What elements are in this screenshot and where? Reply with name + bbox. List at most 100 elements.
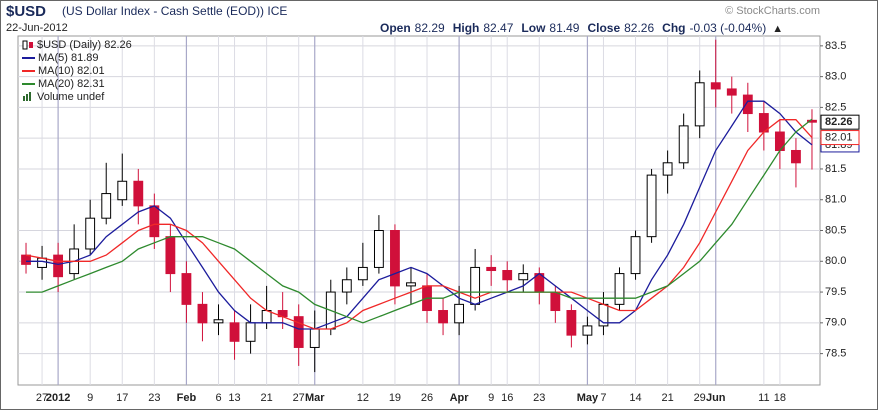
candle-body [373, 230, 384, 268]
x-tick-label: 7 [600, 392, 606, 404]
candle-body [502, 270, 513, 281]
x-tick-label: 27 [293, 392, 305, 404]
x-tick-label: 21 [260, 392, 272, 404]
x-tick-label: 11 [758, 392, 769, 404]
candle-body [630, 236, 641, 275]
date: 22-Jun-2012 [6, 22, 68, 34]
candle-body [229, 322, 240, 342]
stat-label: Chg [662, 21, 685, 35]
x-tick-label: 13 [228, 392, 240, 404]
candle-body [85, 217, 96, 250]
x-tick-label: Feb [177, 392, 197, 404]
x-tick-label: 9 [488, 392, 494, 404]
stats: Open 82.29 High 82.47 Low 81.49 Close 82.26 Chg -… [380, 21, 783, 35]
y-tick-label: 81.5 [825, 163, 846, 175]
candle-body [438, 310, 448, 324]
candle-body [37, 257, 47, 268]
y-tick-label: 79.0 [825, 317, 846, 329]
candle-body [53, 254, 64, 278]
description: (US Dollar Index - Cash Settle (EOD)) IC… [62, 4, 287, 18]
candle-body [518, 273, 529, 281]
price-tag: 82.26 [825, 116, 853, 128]
legend-icon [29, 42, 33, 48]
stat-value: 82.29 [415, 21, 445, 35]
stat-label: Close [587, 21, 620, 35]
candle-body [245, 322, 256, 342]
legend-icon [26, 94, 28, 101]
candle-body [117, 180, 128, 201]
candle-body [309, 328, 320, 348]
candle-body [807, 119, 817, 123]
candle-body [101, 193, 112, 219]
ma-line [25, 119, 813, 330]
x-tick-label: 16 [501, 392, 513, 404]
candle-body [742, 94, 753, 115]
x-tick-label: 23 [148, 392, 160, 404]
candle-body [165, 236, 176, 275]
candle-body [454, 303, 465, 324]
price-tag-box [820, 130, 860, 146]
x-tick-label: May [577, 392, 599, 404]
stat-label: Low [521, 21, 546, 35]
stat-label: High [453, 21, 480, 35]
x-tick-label: 17 [116, 392, 128, 404]
price-tag: 82.01 [825, 131, 853, 143]
x-tick-label: Jun [706, 392, 726, 404]
candle-body [550, 291, 561, 312]
ma-line [26, 118, 813, 324]
candle-body [149, 205, 160, 238]
candle-body [726, 88, 737, 96]
candle-body [21, 254, 31, 265]
price-tag-box [820, 114, 860, 130]
x-tick-label: Apr [450, 392, 470, 404]
stat-value: 82.47 [483, 21, 513, 35]
legend-label: MA(20) 82.31 [38, 78, 105, 90]
x-tick-label: 2012 [46, 392, 70, 404]
stat-marker: ▲ [772, 23, 783, 35]
x-tick-label: 18 [774, 392, 786, 404]
legend-icon [23, 96, 25, 101]
x-tick-label: 6 [215, 392, 221, 404]
candle-body [341, 279, 352, 293]
candle-body [646, 174, 657, 238]
legend-icon [22, 40, 28, 50]
x-tick-label: 19 [389, 392, 401, 404]
y-tick-label: 83.0 [825, 71, 846, 83]
x-tick-label: 26 [421, 392, 433, 404]
candle-body [614, 273, 625, 305]
x-tick-label: Mar [305, 392, 325, 404]
y-tick-label: 79.5 [825, 286, 846, 298]
candle-body [694, 82, 705, 127]
candle-body [390, 230, 400, 287]
y-tick-label: 80.5 [825, 224, 846, 236]
x-tick-label: 27 [36, 392, 48, 404]
ma-line [26, 100, 813, 330]
candle-body [791, 149, 801, 164]
legend-icon [29, 92, 31, 101]
candle-body [582, 325, 593, 336]
candle-body [566, 310, 577, 336]
legend-label: $USD (Daily) 82.26 [37, 39, 132, 51]
candle-body [197, 303, 208, 324]
stat-value: 82.26 [624, 21, 654, 35]
watermark: © StockCharts.com [725, 5, 820, 17]
stat-label: Open [380, 21, 411, 35]
y-tick-label: 78.5 [825, 348, 846, 360]
y-tick-label: 83.5 [825, 40, 846, 52]
candle-body [406, 282, 416, 287]
candle-body [710, 82, 721, 90]
stat-value: -0.03 (-0.04%) [689, 21, 766, 35]
candle-body [293, 316, 304, 348]
symbol: $USD [6, 3, 46, 20]
candle-body [486, 266, 497, 272]
x-tick-label: 12 [357, 392, 369, 404]
stat-value: 81.49 [549, 21, 579, 35]
x-tick-label: 21 [661, 392, 673, 404]
candle-body [181, 273, 192, 305]
legend-label: MA(10) 82.01 [38, 65, 105, 77]
x-tick-label: 14 [629, 392, 641, 404]
candle-body [357, 266, 368, 281]
y-tick-label: 81.0 [825, 194, 846, 206]
